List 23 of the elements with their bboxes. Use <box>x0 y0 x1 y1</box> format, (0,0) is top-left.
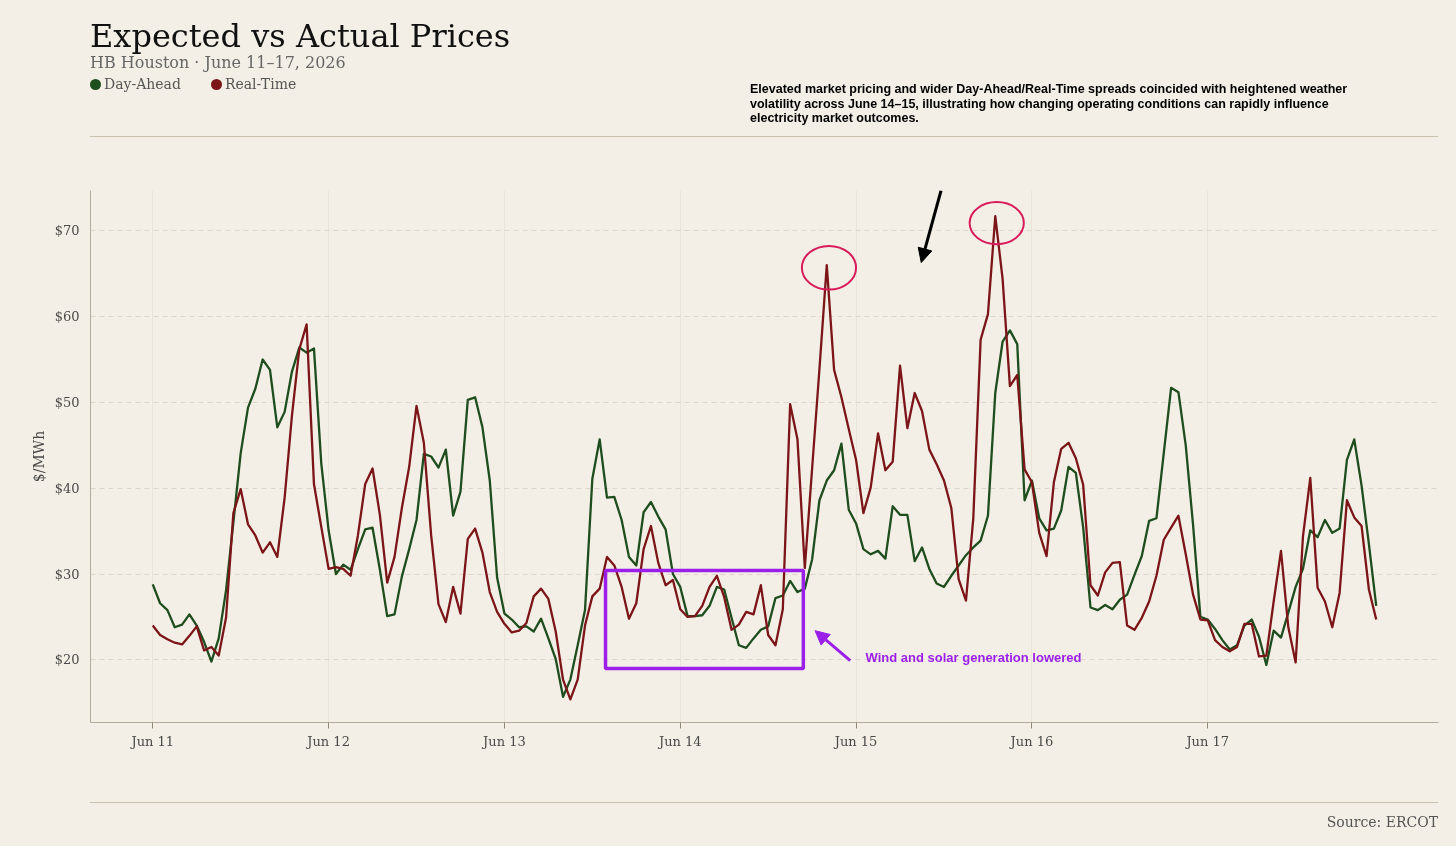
annotation: Wind and solar generation lowered <box>865 649 1082 665</box>
x-tick-label: Jun 16 <box>1008 733 1054 749</box>
text: Elevated market pricing and wider Day-Ahead/Real-Time spreads coincided with heightened weather volatility across June 14–15, illustrating how changing operating conditions can rapidly influence electricity market outcomes. <box>750 82 1349 126</box>
chart-subtitle: HB Houston · June 11–17, 2026 <box>90 53 346 74</box>
legend-label: Real-Time <box>223 76 297 92</box>
line-series <box>151 329 1378 698</box>
y-tick-label: $60 <box>54 309 80 325</box>
x-tick-label: Jun 11 <box>129 733 175 749</box>
chart-title: Expected vs Actual Prices <box>90 16 511 55</box>
y-tick-label: $70 <box>54 223 80 239</box>
source-note: Source: ERCOT <box>1326 813 1438 832</box>
y-axis-title: $/MWh <box>30 430 47 483</box>
line-series <box>151 215 1378 701</box>
y-tick-label: $40 <box>54 480 80 496</box>
y-tick-label: $50 <box>54 394 80 410</box>
x-tick-label: Jun 14 <box>656 733 702 749</box>
legend-label: Day-Ahead <box>103 76 181 92</box>
y-tick-label: $20 <box>54 652 80 668</box>
x-tick-label: Jun 15 <box>832 733 878 749</box>
y-tick-label: $30 <box>54 566 80 582</box>
x-tick-label: Jun 12 <box>305 733 350 749</box>
x-tick-label: Jun 13 <box>481 733 526 749</box>
x-tick-label: Jun 17 <box>1184 733 1230 749</box>
